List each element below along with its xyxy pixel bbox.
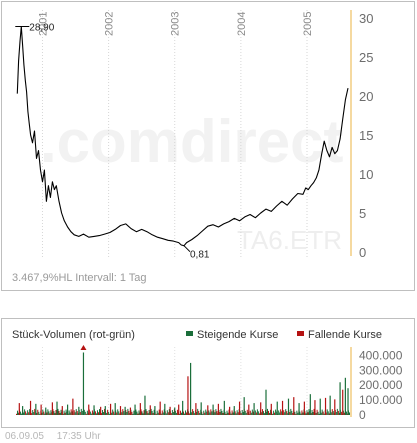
price-chart: .comdirect TA6.ETR 2001 2002 2003 2004 2005 0 5 1… bbox=[12, 10, 373, 284]
price-line bbox=[16, 25, 349, 247]
footer-date: 06.09.05 bbox=[5, 431, 44, 442]
performance-interval-label: 3.467,9%HL Intervall: 1 Tag bbox=[12, 272, 147, 284]
x-tick-label-2001: 2001 bbox=[37, 12, 49, 36]
legend-swatch-0 bbox=[186, 331, 193, 336]
volume-title: Stück-Volumen (rot-grün) bbox=[12, 329, 135, 341]
footer: 06.09.05 17:35 Uhr bbox=[5, 431, 111, 442]
legend-label-0: Steigende Kurse bbox=[197, 329, 278, 341]
low-label: 0,81 bbox=[190, 250, 210, 261]
footer-time: 17:35 Uhr bbox=[56, 431, 101, 442]
volume-chart-panel: Stück-Volumen (rot-grün) Steigende Kurse F… bbox=[1, 318, 415, 428]
volume-y-axis-band bbox=[350, 347, 352, 417]
x-tick-label-2003: 2003 bbox=[170, 12, 182, 36]
y-tick-label-15: 15 bbox=[359, 128, 373, 143]
watermark-text: .comdirect bbox=[40, 108, 343, 175]
volume-y-tick-1: 100.000 bbox=[359, 393, 403, 407]
symbol-watermark: TA6.ETR bbox=[237, 225, 342, 255]
volume-y-tick-4: 400.000 bbox=[359, 348, 403, 362]
legend-swatch-1 bbox=[297, 331, 304, 336]
volume-y-tick-3: 300.000 bbox=[359, 363, 403, 377]
y-tick-label-5: 5 bbox=[359, 206, 366, 221]
price-chart-panel: .comdirect TA6.ETR 2001 2002 2003 2004 2005 0 5 1… bbox=[1, 1, 415, 291]
low-marker bbox=[183, 245, 191, 253]
legend-label-1: Fallende Kurse bbox=[308, 329, 382, 341]
y-tick-label-20: 20 bbox=[359, 89, 373, 104]
x-tick-label-2005: 2005 bbox=[302, 12, 314, 36]
y-tick-label-0: 0 bbox=[359, 245, 366, 260]
y-axis-band bbox=[350, 10, 352, 256]
y-tick-label-10: 10 bbox=[359, 167, 373, 182]
high-label: 28,90 bbox=[29, 22, 54, 33]
volume-y-tick-2: 200.000 bbox=[359, 378, 403, 392]
x-tick-label-2002: 2002 bbox=[104, 12, 116, 36]
y-tick-label-25: 25 bbox=[359, 50, 373, 65]
y-tick-label-30: 30 bbox=[359, 11, 373, 26]
volume-chart: Stück-Volumen (rot-grün) Steigende Kurse F… bbox=[12, 329, 403, 422]
volume-y-tick-0: 0 bbox=[359, 408, 366, 422]
x-tick-label-2004: 2004 bbox=[236, 12, 248, 36]
volume-overflow-arrow bbox=[80, 345, 87, 350]
